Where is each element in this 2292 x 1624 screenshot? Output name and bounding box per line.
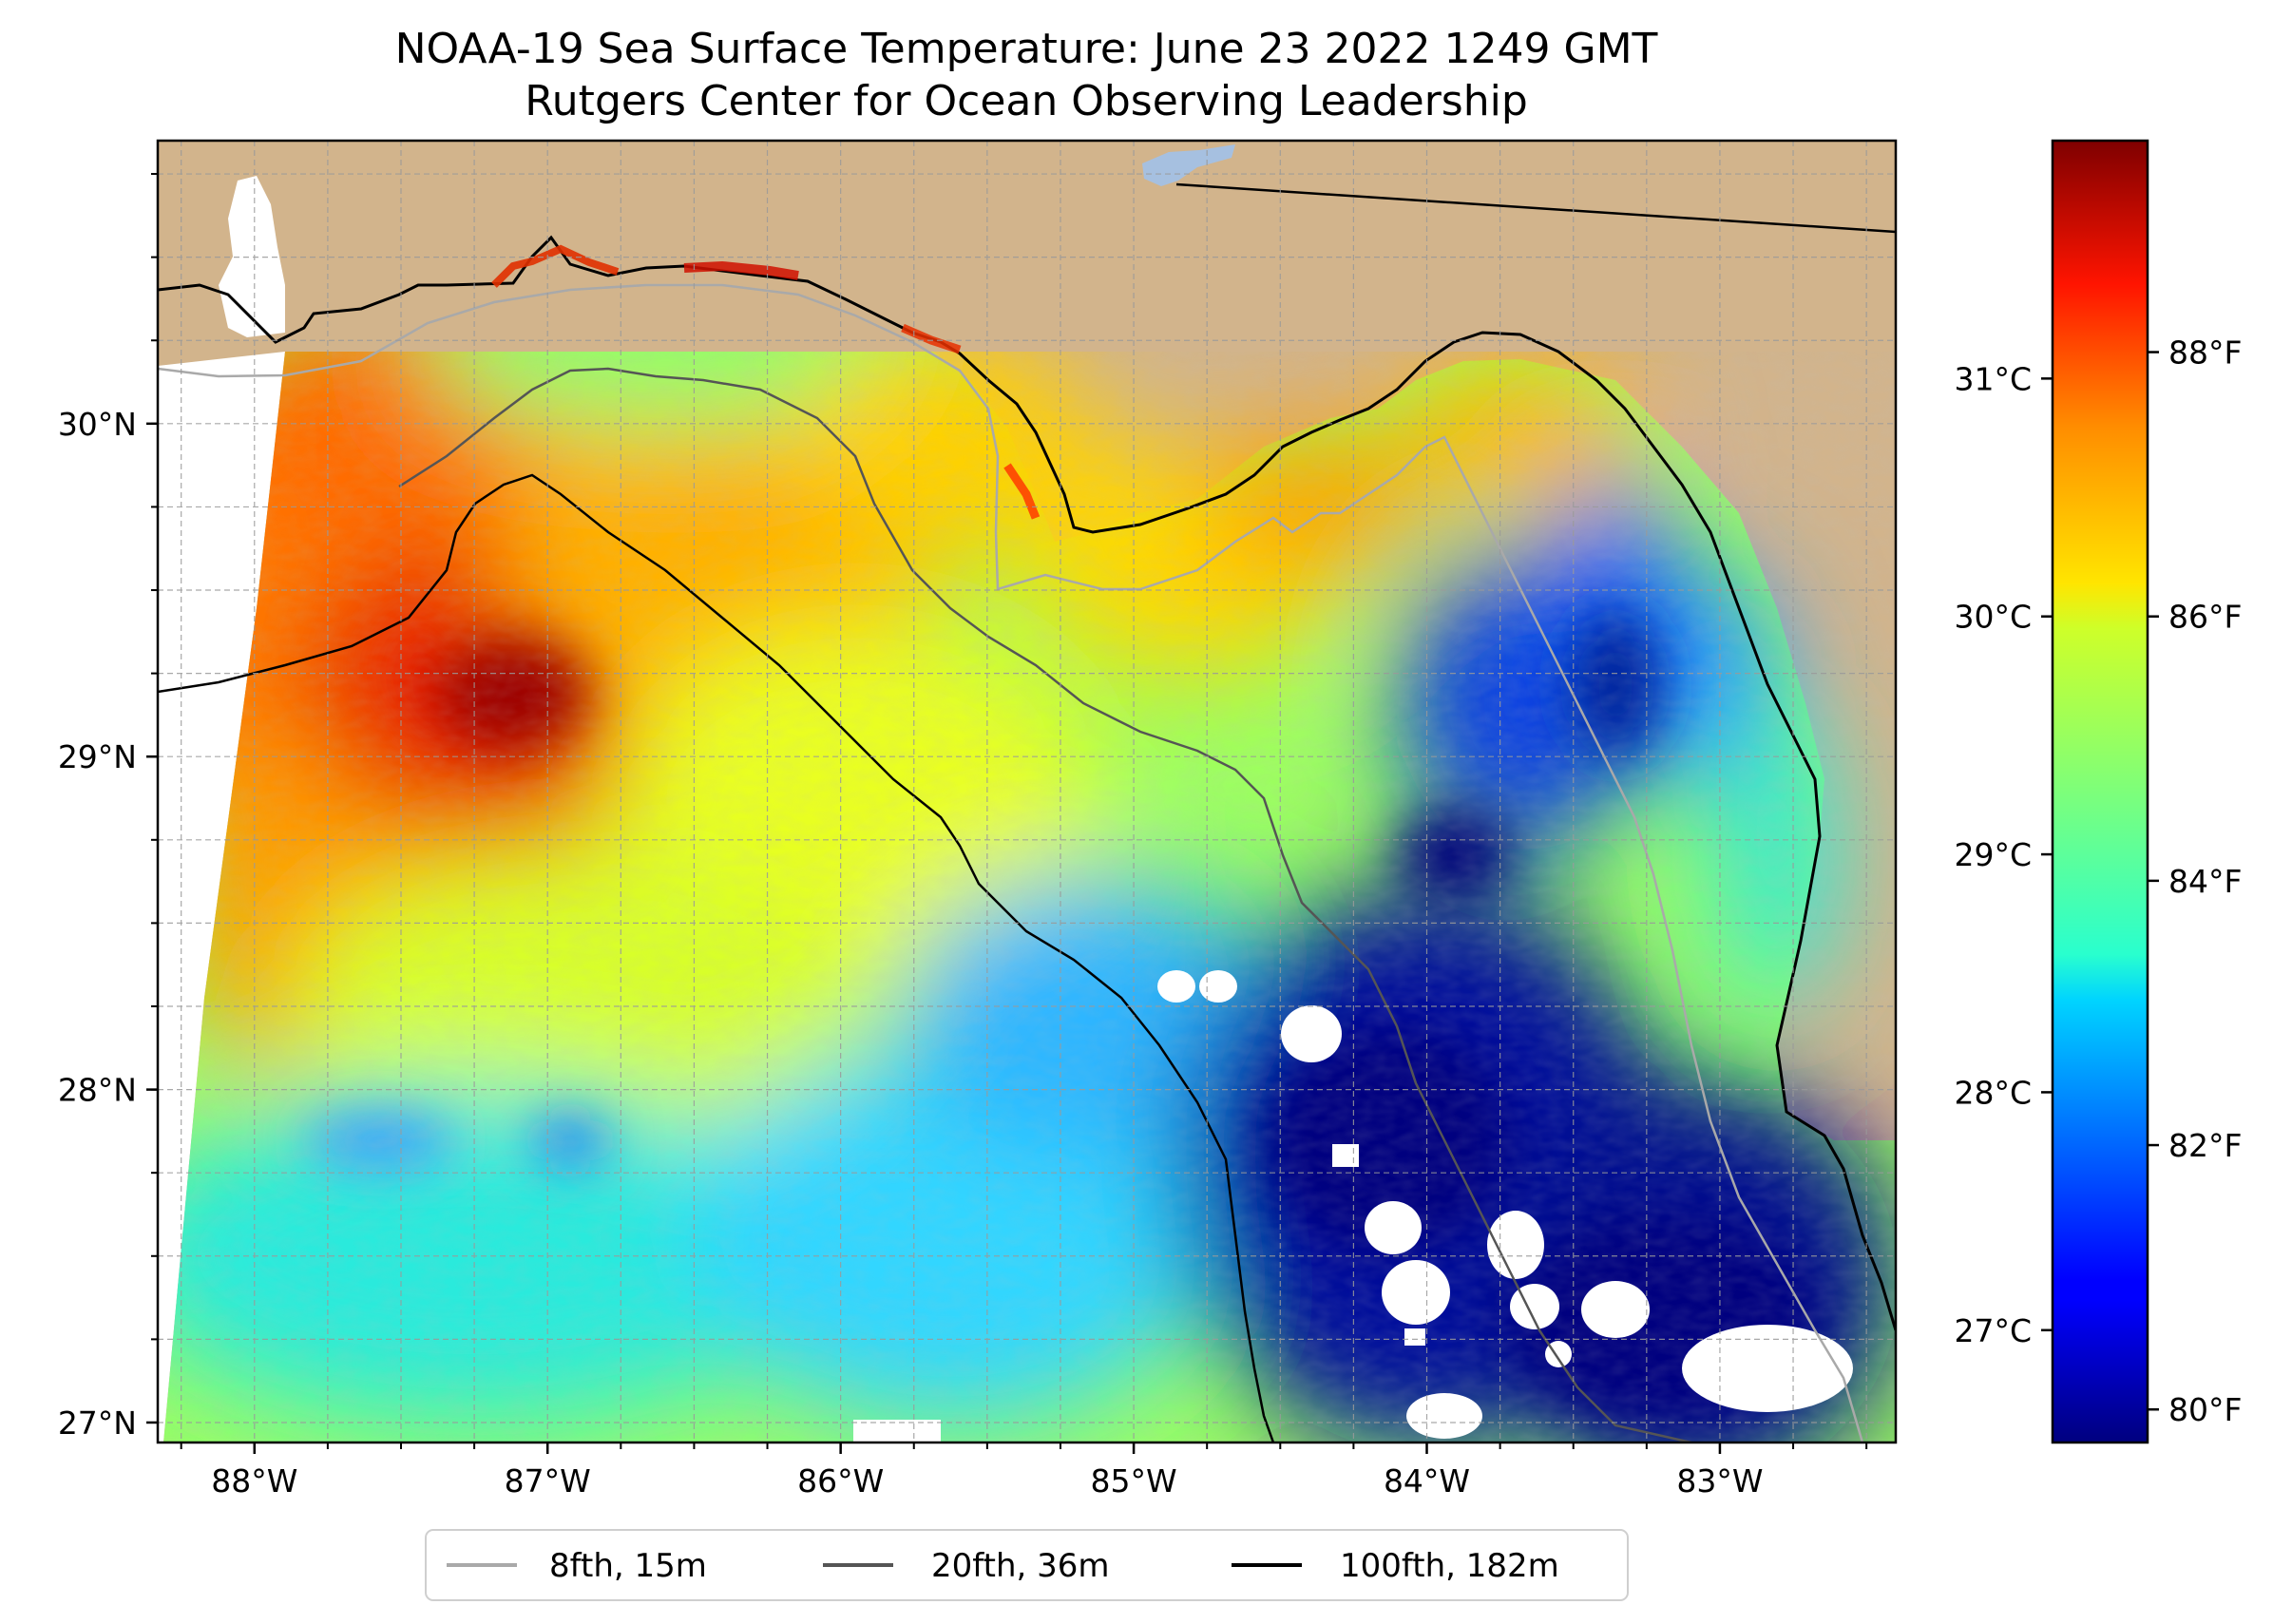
colorbar-c-label: 31°C — [1954, 360, 2032, 397]
isobath-legend: 8fth, 15m 20fth, 36m 100fth, 182m — [425, 1529, 1629, 1601]
colorbar-fahrenheit-axis: 80°F 82°F 84°F 86°F 88°F — [2148, 334, 2242, 1428]
legend-label-20fth: 20fth, 36m — [931, 1547, 1110, 1585]
colorbar-f-label: 82°F — [2168, 1127, 2242, 1164]
isobath-8fth — [158, 283, 1864, 1442]
colorbar-gradient — [2051, 139, 2149, 1444]
lat-tick-label: 29°N — [58, 738, 137, 775]
colorbar-c-label: 27°C — [1954, 1312, 2032, 1349]
legend-label-8fth: 8fth, 15m — [549, 1547, 707, 1585]
legend-frame — [425, 1529, 1629, 1601]
lon-tick-label: 88°W — [211, 1462, 297, 1500]
lat-tick-label: 30°N — [58, 406, 137, 443]
map-frame — [156, 139, 1898, 1444]
lon-tick-label: 84°W — [1384, 1462, 1470, 1500]
isobath-20fth — [398, 367, 1692, 1442]
colorbar-c-label: 30°C — [1954, 599, 2032, 636]
figure-title: NOAA-19 Sea Surface Temperature: June 23… — [395, 25, 1658, 73]
figure-subtitle: Rutgers Center for Ocean Observing Leade… — [525, 77, 1528, 125]
lon-tick-label: 86°W — [797, 1462, 884, 1500]
state-boundary — [1175, 182, 1896, 234]
lon-tick-label: 85°W — [1091, 1462, 1177, 1500]
colorbar-c-label: 29°C — [1954, 836, 2032, 873]
sst-field — [163, 352, 1896, 1442]
lake-feature — [1142, 144, 1235, 186]
lat-tick-label: 28°N — [58, 1072, 137, 1109]
map-body — [158, 141, 1896, 1442]
lon-axis: 88°W 87°W 86°W 85°W 84°W 83°W — [180, 1442, 1868, 1500]
map-axes: 88°W 87°W 86°W 85°W 84°W 83°W 27°N 28°N 29°N 30°… — [58, 139, 1898, 1500]
colorbar-f-label: 88°F — [2168, 334, 2242, 372]
isobath-100fth — [158, 473, 1275, 1442]
lat-axis: 27°N 28°N 29°N 30°N — [58, 173, 158, 1442]
colorbar-f-label: 84°F — [2168, 863, 2242, 900]
coastline — [158, 235, 1896, 1331]
gridlines — [158, 141, 1896, 1442]
legend-label-100fth: 100fth, 182m — [1340, 1547, 1559, 1585]
colorbar-f-label: 80°F — [2168, 1391, 2242, 1428]
colorbar-c-label: 28°C — [1954, 1074, 2032, 1111]
colorbar-celsius-axis: 27°C 28°C 29°C 30°C 31°C — [1954, 360, 2053, 1349]
colorbar: 27°C 28°C 29°C 30°C 31°C 80°F 82°F 84°F 86°F 88°… — [1954, 139, 2242, 1444]
lat-tick-label: 27°N — [58, 1404, 137, 1442]
no-data-west — [158, 141, 285, 1442]
lon-tick-label: 83°W — [1676, 1462, 1763, 1500]
colorbar-f-label: 86°F — [2168, 599, 2242, 636]
lon-tick-label: 87°W — [505, 1462, 591, 1500]
